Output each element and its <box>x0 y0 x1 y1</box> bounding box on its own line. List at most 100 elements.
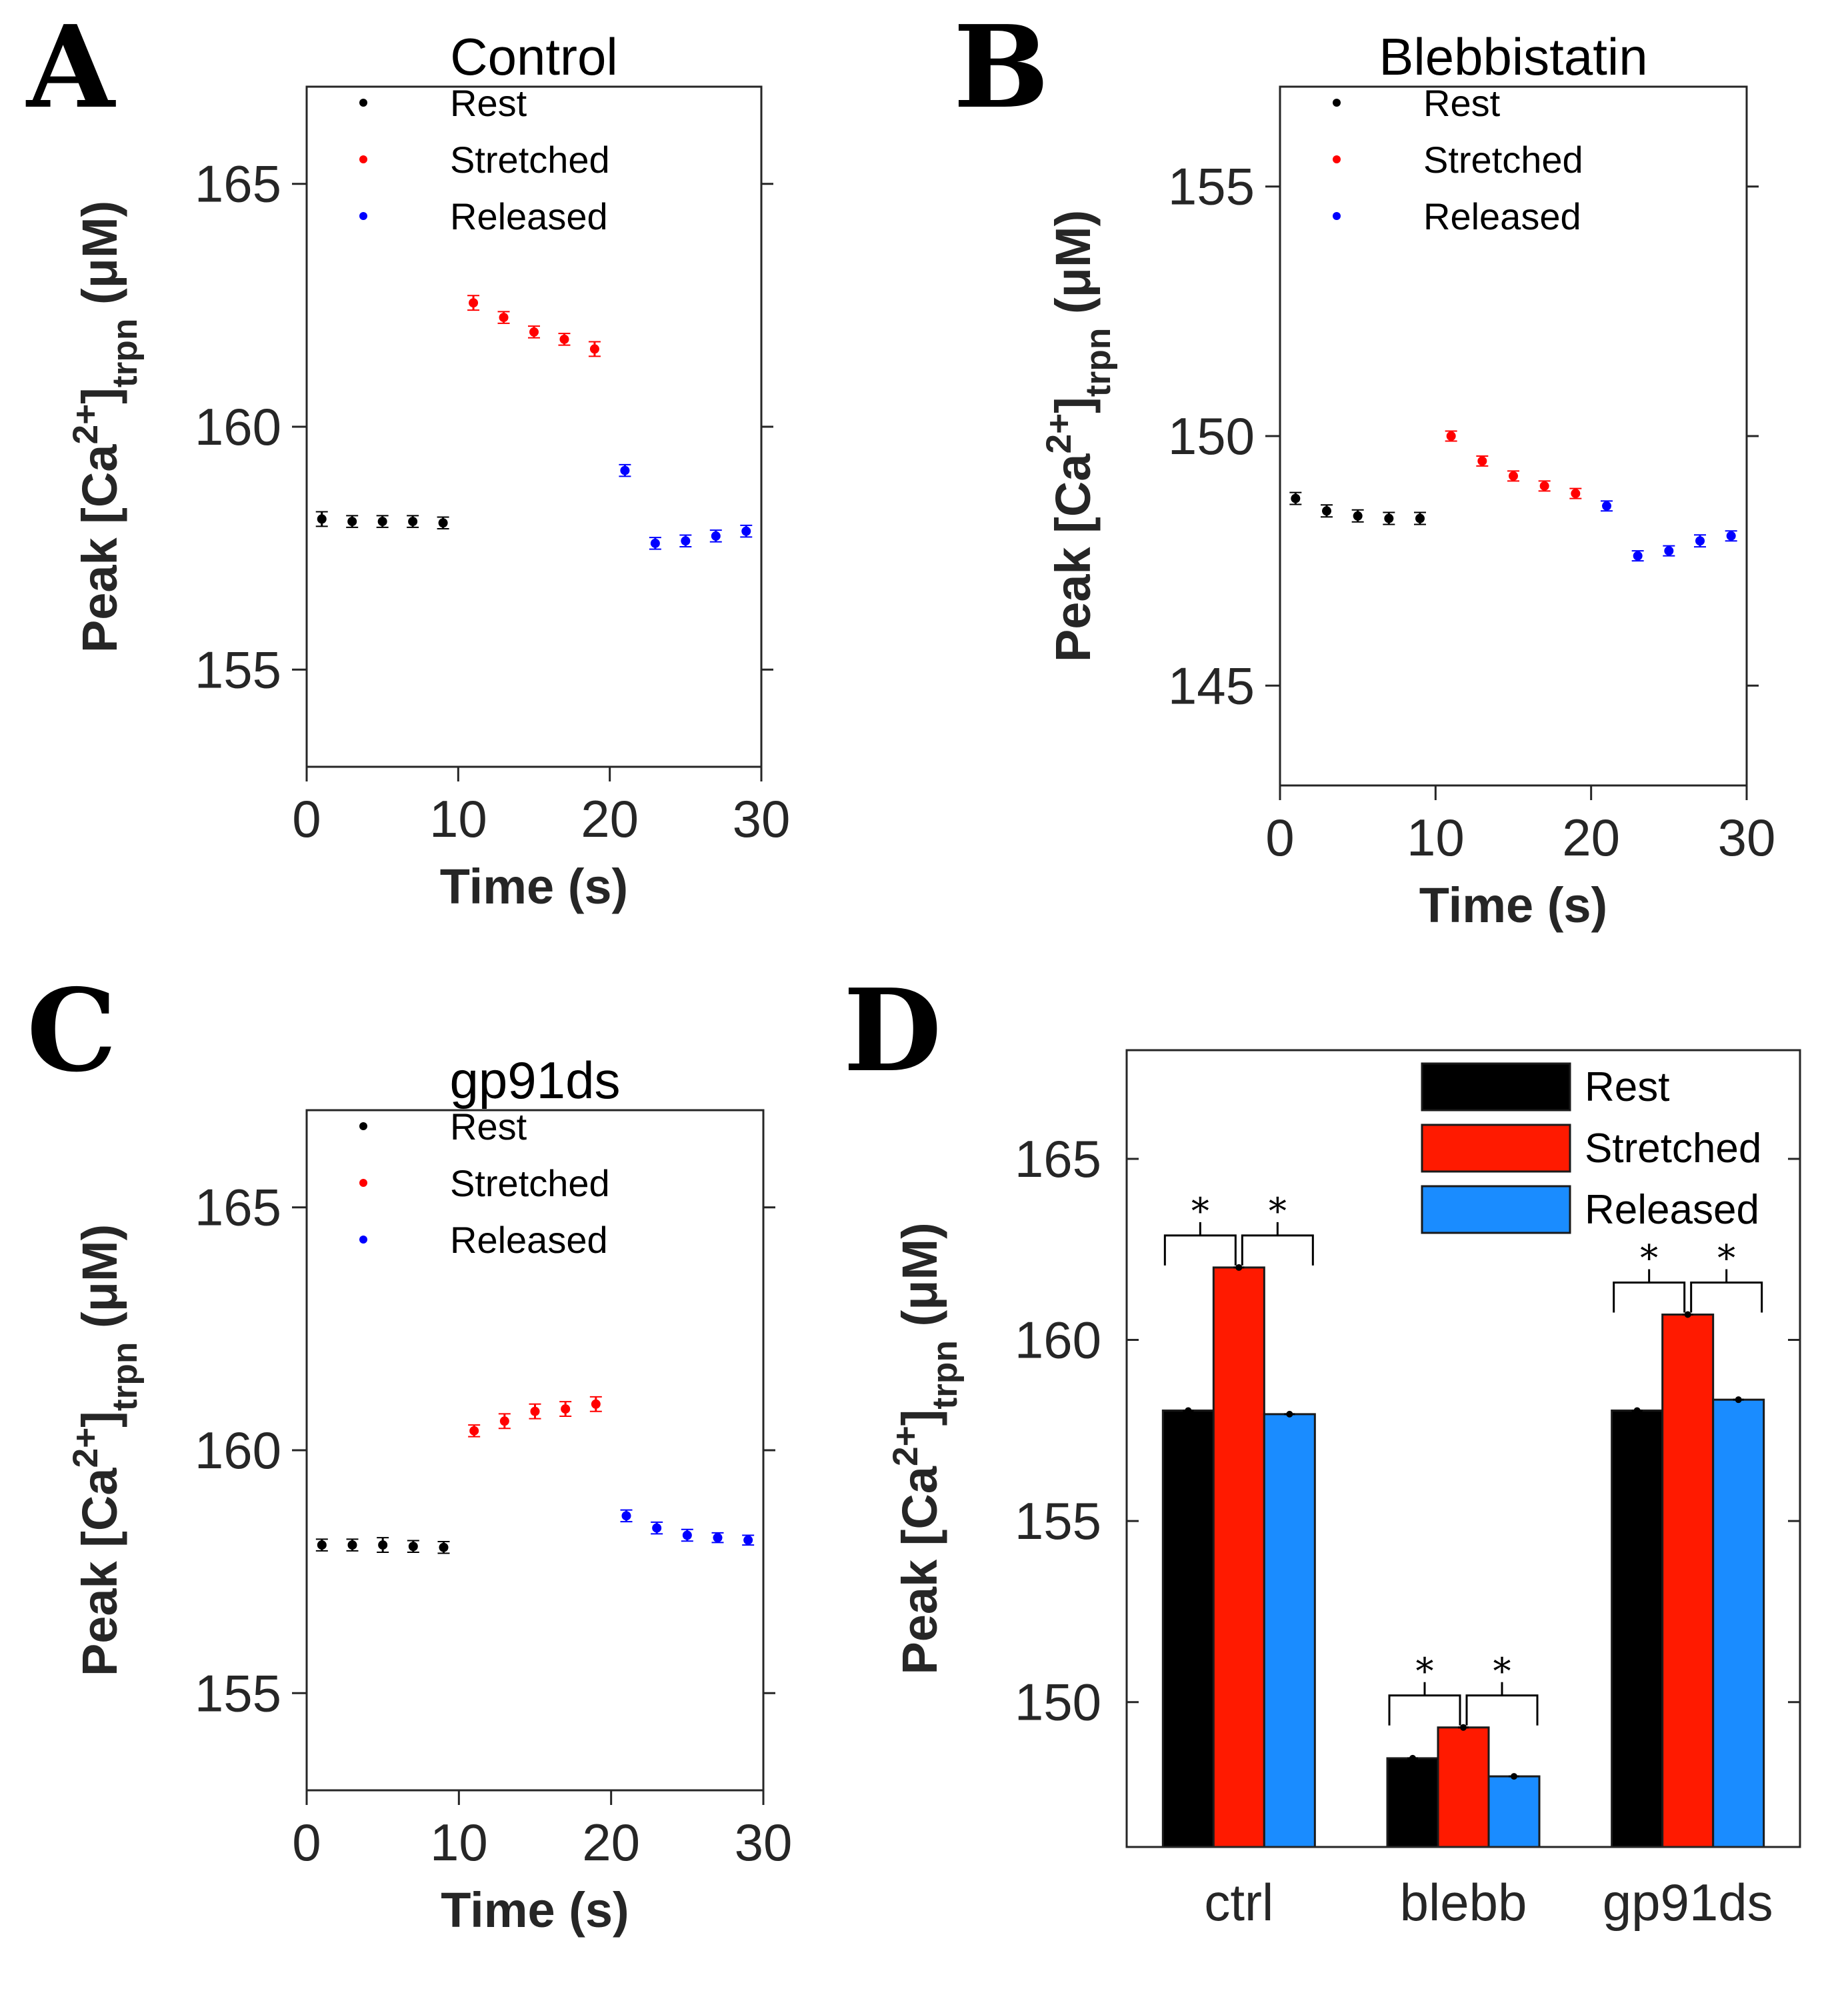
bar-blebb-released <box>1487 1775 1541 1848</box>
significance-bracket <box>1613 1282 1686 1313</box>
legend-swatch <box>1421 1062 1571 1112</box>
data-point-rest <box>1322 506 1331 516</box>
data-point-rest <box>408 1542 418 1552</box>
x-tick-label: 10 <box>429 789 487 848</box>
data-point-released <box>1695 536 1705 546</box>
data-point-rest <box>1415 513 1425 523</box>
y-axis-label: Peak [Ca2+]trpn (μM) <box>66 1224 145 1676</box>
legend-label: Rest <box>450 1106 527 1148</box>
data-point-released <box>650 538 660 548</box>
y-axis-label-sup: 2+ <box>1039 413 1079 454</box>
legend-marker <box>359 155 367 163</box>
y-axis-label-main: Peak [Ca <box>72 444 127 653</box>
panel-c-gp91ds-scatter: gp91ds 0 10 20 30 155 160 165 Time (s) Peak [Ca2+… <box>66 1051 793 1938</box>
data-point-stretched <box>1446 431 1456 441</box>
x-tick-label: 0 <box>292 1813 321 1872</box>
x-axis-label: Time (s) <box>441 1882 629 1938</box>
panel-letter-b: B <box>953 1 1049 134</box>
significance-bracket <box>1465 1694 1539 1726</box>
legend-label: Released <box>450 1219 608 1261</box>
y-axis-label-main: Peak [Ca <box>1045 453 1101 662</box>
y-tick-label: 155 <box>1168 157 1255 216</box>
y-tick-label: 155 <box>1015 1492 1101 1550</box>
data-point-stretched <box>530 1406 540 1416</box>
panel-a-control-scatter: Control 0 10 20 30 155 160 165 Time (s) Peak [Ca2… <box>66 27 791 914</box>
data-point-rest <box>439 1542 449 1552</box>
data-point-released <box>682 1530 692 1540</box>
legend-label: Rest <box>1585 1064 1669 1110</box>
bar-gp91ds-rest <box>1611 1409 1664 1848</box>
y-axis-label-close: ] <box>72 387 127 404</box>
significance-bracket <box>1690 1282 1763 1313</box>
significance-bracket <box>1388 1694 1461 1726</box>
y-axis-label-close: ] <box>1045 397 1101 413</box>
plot-frame <box>305 1109 765 1792</box>
chart-title: gp91ds <box>450 1051 621 1110</box>
y-tick-label: 145 <box>1168 656 1255 715</box>
x-axis-label: Time (s) <box>1419 877 1607 933</box>
legend-label: Rest <box>1423 82 1501 124</box>
y-axis-label: Peak [Ca2+]trpn (μM) <box>66 201 145 653</box>
y-axis-label-close: ] <box>72 1411 127 1428</box>
y-axis-label-main: Peak [Ca <box>892 1466 947 1674</box>
data-point-released <box>741 526 751 536</box>
legend-label: Stretched <box>450 1162 610 1204</box>
data-point-released <box>1726 531 1736 541</box>
data-point-rest <box>1384 513 1394 523</box>
significance-bracket <box>1241 1234 1314 1266</box>
y-axis-label-sup: 2+ <box>886 1426 925 1466</box>
significance-star: * <box>1269 1190 1287 1232</box>
x-tick-label: 10 <box>1407 808 1465 867</box>
y-tick-label: 155 <box>195 1664 281 1722</box>
data-point-released <box>1664 546 1674 556</box>
legend-marker <box>359 1236 367 1244</box>
category-label: blebb <box>1400 1873 1527 1932</box>
category-label: ctrl <box>1204 1873 1273 1932</box>
data-point-stretched <box>499 1416 509 1426</box>
y-axis-label: Peak [Ca2+]trpn (μM) <box>1039 210 1118 662</box>
y-tick-label: 155 <box>195 640 281 699</box>
legend-marker <box>1333 99 1341 107</box>
x-tick-label: 10 <box>430 1813 488 1872</box>
y-axis-label-sub: trpn <box>1079 328 1118 397</box>
data-point-stretched <box>1571 489 1581 499</box>
data-point-released <box>681 536 691 546</box>
y-tick-label: 165 <box>195 155 281 213</box>
legend-label: Released <box>1423 195 1581 237</box>
y-axis-label-sub: trpn <box>105 319 145 388</box>
significance-star: * <box>1416 1650 1434 1692</box>
legend-marker <box>359 1122 367 1130</box>
y-tick-label: 160 <box>195 1421 281 1480</box>
data-point-rest <box>347 1540 357 1550</box>
data-point-stretched <box>469 1426 479 1436</box>
data-point-rest <box>1291 493 1301 503</box>
y-axis-label-sup: 2+ <box>66 404 105 445</box>
data-point-rest <box>1353 511 1363 521</box>
y-axis-label-unit: (μM) <box>72 1224 127 1342</box>
y-tick-label: 165 <box>195 1178 281 1237</box>
plot-frame <box>1125 1049 1801 1848</box>
x-tick-label: 20 <box>581 789 639 848</box>
y-axis-label-sub: trpn <box>925 1340 965 1410</box>
data-point-rest <box>377 517 387 527</box>
y-axis-label-close: ] <box>892 1410 947 1426</box>
data-point-stretched <box>1539 481 1549 491</box>
data-point-stretched <box>1477 456 1487 466</box>
x-tick-label: 30 <box>733 789 791 848</box>
legend-marker <box>359 99 367 107</box>
data-point-released <box>621 1511 631 1521</box>
data-point-released <box>1633 551 1643 561</box>
y-axis-label-unit: (μM) <box>1045 210 1101 328</box>
plot-frame <box>1279 85 1748 787</box>
significance-star: * <box>1717 1238 1735 1280</box>
y-axis-label-unit: (μM) <box>892 1222 947 1340</box>
y-axis-label-sub: trpn <box>105 1342 145 1412</box>
x-tick-label: 20 <box>1562 808 1620 867</box>
legend-label: Released <box>1585 1187 1759 1233</box>
data-point-rest <box>317 514 327 524</box>
x-tick-label: 30 <box>1718 808 1776 867</box>
data-point-stretched <box>529 327 539 337</box>
y-tick-label: 150 <box>1168 407 1255 465</box>
data-point-stretched <box>589 344 599 354</box>
